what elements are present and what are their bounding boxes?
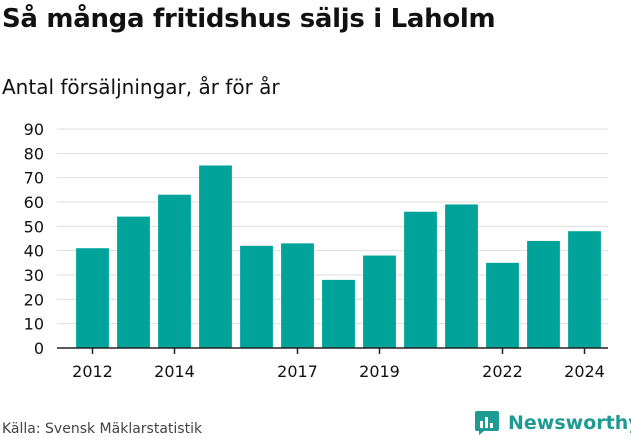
chart-subtitle: Antal försäljningar, år för år xyxy=(2,75,280,99)
y-tick-label: 80 xyxy=(24,144,44,163)
y-tick-label: 10 xyxy=(24,315,44,334)
bar-2019 xyxy=(363,255,396,348)
bar-2016 xyxy=(240,245,273,348)
bar-2018 xyxy=(322,279,355,348)
x-tick-label: 2024 xyxy=(564,362,605,381)
bar-2012 xyxy=(76,248,109,348)
brand-name: Newsworthy xyxy=(508,412,631,434)
y-tick-label: 70 xyxy=(24,169,44,188)
x-tick-label: 2019 xyxy=(359,362,400,381)
y-tick-label: 50 xyxy=(24,217,44,236)
bar-2022 xyxy=(486,262,519,348)
brand: Newsworthy xyxy=(474,410,631,436)
bar-2023 xyxy=(527,240,560,348)
bar-chart-logo-icon xyxy=(475,411,499,435)
bar-2024 xyxy=(568,231,601,348)
bar-2013 xyxy=(117,216,150,348)
y-tick-label: 40 xyxy=(24,242,44,261)
x-tick-label: 2014 xyxy=(154,362,195,381)
bar-chart: 0 10 20 30 40 50 60 70 80 90 2012 2014 2017 2019 2022 2… xyxy=(24,120,608,381)
y-tick-label: 20 xyxy=(24,290,44,309)
y-tick-label: 90 xyxy=(24,120,44,139)
bar-2020 xyxy=(404,211,437,348)
x-tick-label: 2017 xyxy=(277,362,318,381)
y-tick-label: 0 xyxy=(34,339,44,358)
bar-2015 xyxy=(199,165,232,348)
bar-2014 xyxy=(158,194,191,348)
x-tick-label: 2012 xyxy=(72,362,113,381)
bar-2017 xyxy=(281,243,314,348)
chart-title: Så många fritidshus säljs i Laholm xyxy=(2,4,496,34)
bar-2021 xyxy=(445,204,478,348)
y-tick-label: 60 xyxy=(24,193,44,212)
y-tick-label: 30 xyxy=(24,266,44,285)
x-tick-label: 2022 xyxy=(482,362,523,381)
source-note: Källa: Svensk Mäklarstatistik xyxy=(2,421,203,437)
